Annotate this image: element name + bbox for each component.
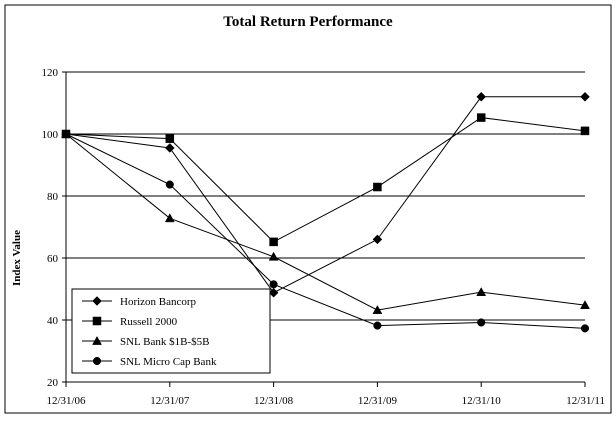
x-tick-label: 12/31/09 xyxy=(358,395,398,407)
x-tick-label: 12/31/10 xyxy=(462,395,502,407)
y-axis-label: Index Value xyxy=(11,230,23,286)
data-point-square xyxy=(476,113,486,122)
data-point-circle xyxy=(165,180,174,189)
legend-marker-triangle xyxy=(92,335,102,345)
series-2 xyxy=(61,128,590,314)
series-line xyxy=(65,117,586,243)
legend: Horizon Bancorp Russell 2000 SNL Bank $1B-… xyxy=(71,288,271,374)
legend-entry: Russell 2000 xyxy=(82,316,178,328)
y-tick-label: 60 xyxy=(47,253,59,265)
gridlines xyxy=(66,71,585,321)
legend-marker-circle xyxy=(92,356,102,366)
y-tick-label: 80 xyxy=(47,191,59,203)
x-tick-label: 12/31/08 xyxy=(254,395,294,407)
legend-marker-square xyxy=(92,316,102,326)
data-point-circle xyxy=(269,280,278,289)
x-tick-label: 12/31/11 xyxy=(566,395,605,407)
data-point-diamond xyxy=(372,234,383,245)
data-point-square xyxy=(580,126,590,136)
data-point-diamond xyxy=(476,91,487,102)
data-point-square xyxy=(165,134,175,143)
x-tick-label: 12/31/07 xyxy=(150,395,190,407)
legend-label: Russell 2000 xyxy=(120,316,178,328)
data-point-diamond xyxy=(580,91,590,102)
data-point-triangle xyxy=(372,305,383,314)
series-lines xyxy=(61,91,590,333)
data-point-square xyxy=(373,182,382,192)
series-3 xyxy=(61,129,590,333)
legend-label: SNL Bank $1B-$5B xyxy=(120,336,209,348)
legend-entry: SNL Bank $1B-$5B xyxy=(82,335,209,348)
series-1 xyxy=(61,113,590,247)
y-tick-label: 40 xyxy=(47,315,59,327)
legend-marker-diamond xyxy=(92,296,102,306)
data-point-triangle xyxy=(476,287,487,296)
series-line xyxy=(65,133,586,329)
legend-entry: Horizon Bancorp xyxy=(82,296,197,308)
series-line xyxy=(65,96,585,294)
legend-box xyxy=(71,288,271,374)
data-point-circle xyxy=(61,129,71,139)
data-point-diamond xyxy=(164,143,175,153)
data-point-triangle xyxy=(164,213,175,223)
data-point-circle xyxy=(477,318,486,327)
data-point-triangle xyxy=(268,251,279,261)
data-point-square xyxy=(269,237,278,247)
data-point-triangle xyxy=(580,300,590,309)
axes: 20 40 60 80 100 120 12/31/06 12/31/07 12/31/08 12… xyxy=(42,67,606,407)
legend-label: SNL Micro Cap Bank xyxy=(120,356,217,368)
data-point-diamond xyxy=(268,287,279,298)
legend-entry: SNL Micro Cap Bank xyxy=(82,356,217,368)
series-line xyxy=(65,133,586,311)
chart-title: Total Return Performance xyxy=(223,14,393,30)
data-point-circle xyxy=(373,321,382,330)
y-tick-label: 100 xyxy=(42,129,59,141)
x-tick-label: 12/31/06 xyxy=(46,395,86,407)
data-point-circle xyxy=(580,324,590,333)
y-tick-label: 20 xyxy=(47,377,59,389)
legend-label: Horizon Bancorp xyxy=(120,296,197,308)
chart-frame xyxy=(4,4,612,414)
y-tick-label: 120 xyxy=(42,67,59,79)
